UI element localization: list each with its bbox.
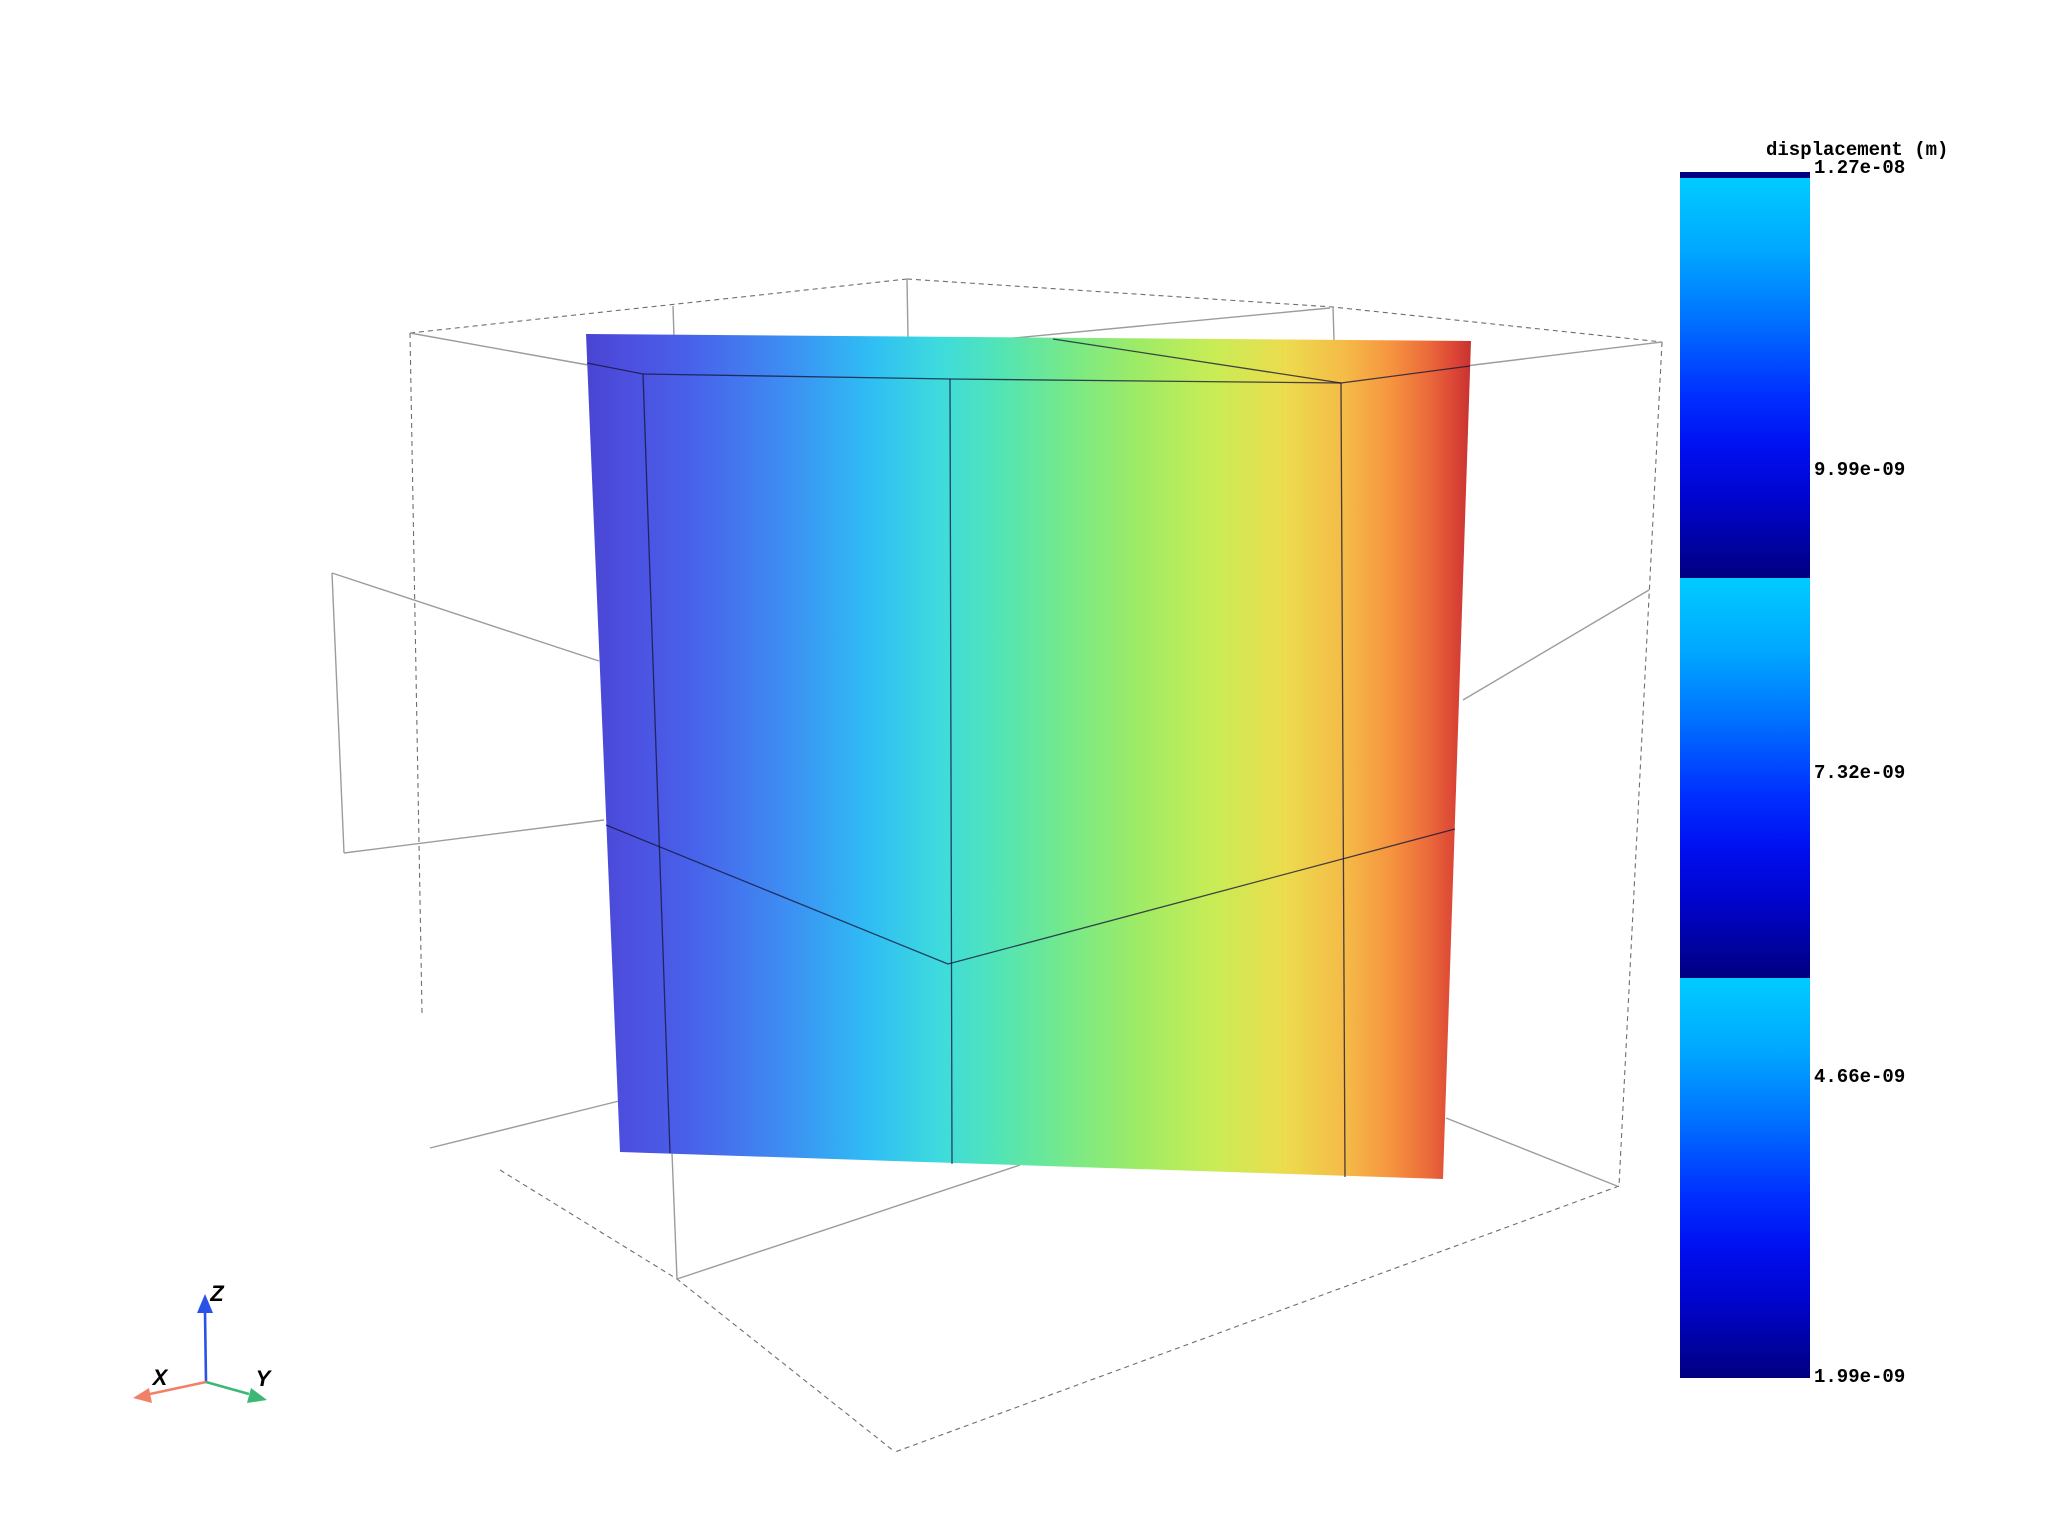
- colorbar-tick-label: 9.99e-09: [1814, 459, 1906, 481]
- colorbar-overflow-strip: [1680, 172, 1810, 178]
- z-axis-arrow-icon: [197, 1294, 213, 1313]
- outline-box-edges: [331, 278, 1663, 1280]
- orientation-axes-widget[interactable]: X Y Z: [133, 1281, 273, 1403]
- colorbar-title: displacement (m): [1766, 139, 1949, 161]
- y-axis-line: [205, 1380, 250, 1396]
- colorbar-tick-label: 1.27e-08: [1814, 157, 1906, 179]
- slice-plane: [586, 334, 1471, 1179]
- colorbar-tick-label: 4.66e-09: [1814, 1066, 1906, 1088]
- z-axis-label: Z: [209, 1281, 225, 1306]
- x-axis-line: [149, 1380, 207, 1396]
- x-axis-label: X: [151, 1365, 169, 1390]
- mesh-edges: [586, 338, 1471, 1178]
- z-axis-line: [203, 1311, 208, 1383]
- colorbar-segment: [1680, 578, 1810, 978]
- y-axis-label: Y: [256, 1366, 273, 1391]
- colorbar-tick-label: 7.32e-09: [1814, 762, 1906, 784]
- y-axis-arrow-icon: [247, 1388, 267, 1403]
- x-axis-arrow-icon: [133, 1388, 152, 1403]
- colorbar[interactable]: [1680, 172, 1810, 1378]
- colorbar-segment: [1680, 978, 1810, 1378]
- colorbar-tick-label: 1.99e-09: [1814, 1366, 1906, 1388]
- colorbar-segment: [1680, 178, 1810, 578]
